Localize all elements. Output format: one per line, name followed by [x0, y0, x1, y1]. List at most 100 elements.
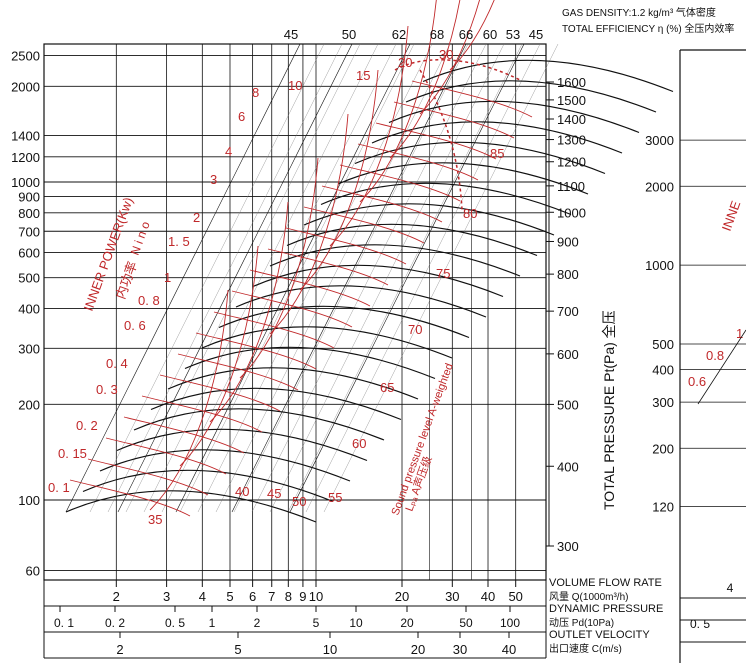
- power-curve: [87, 458, 209, 496]
- power-curve: [393, 101, 515, 139]
- power-curve: [123, 416, 245, 454]
- pressure-flow-curve: [337, 162, 589, 195]
- diagonal-fine-line: [323, 43, 559, 513]
- pressure-flow-curve: [269, 244, 521, 277]
- sound-level-curve: [209, 201, 289, 423]
- pressure-flow-curve: [422, 59, 674, 93]
- flow-tick-label: 9: [299, 589, 306, 604]
- velocity-axis-label: OUTLET VELOCITY: [549, 629, 650, 641]
- right-chart-flow-tick: 4: [727, 581, 734, 595]
- pressure-flow-curve: [65, 490, 317, 523]
- power-curve: [159, 374, 281, 412]
- flow-tick-label: 7: [268, 589, 275, 604]
- power-label: 1. 5: [168, 234, 190, 249]
- flow-axis-label-cn: 风量 Q(1000m³/h): [549, 591, 628, 603]
- right-axis-tick-label: 1100: [557, 179, 585, 194]
- sound-level-curve: [239, 157, 319, 379]
- efficiency-top-label: 66: [459, 27, 473, 42]
- efficiency-envelope: [419, 69, 463, 211]
- flow-tick-label: 40: [481, 589, 495, 604]
- power-label: 0. 2: [76, 418, 98, 433]
- pressure-tick-label: 1200: [11, 150, 40, 165]
- sound-level-label: 70: [408, 322, 422, 337]
- right-axis-tick-label: 1500: [557, 93, 586, 108]
- pressure-flow-curve: [320, 182, 572, 216]
- pressure-tick-label: 60: [26, 564, 40, 579]
- dyn-tick-label: 10: [349, 616, 363, 630]
- sound-level-label: 50: [292, 494, 306, 509]
- power-label: 0. 6: [124, 318, 146, 333]
- right-axis-tick-label: 300: [557, 539, 579, 554]
- efficiency-top-label: 60: [483, 27, 497, 42]
- pressure-tick-label: 200: [18, 397, 40, 412]
- sound-level-curve: [359, 0, 437, 203]
- efficiency-envelope: [394, 59, 521, 81]
- sound-level-label: 75: [436, 266, 450, 281]
- right-chart-tick-label: 1000: [645, 258, 674, 273]
- power-curve: [339, 164, 461, 202]
- pressure-flow-curve: [388, 100, 640, 134]
- sound-level-curve: [269, 113, 349, 335]
- sound-level-label: 35: [148, 512, 162, 527]
- chart-labels: 6010020030040050060070080090010001200140…: [11, 6, 734, 657]
- flow-tick-label: 2: [113, 589, 120, 604]
- total-pressure-axis-label: TOTAL PRESSURE Pt(Pa) 全压: [601, 310, 617, 510]
- right-chart-tick-label: 500: [652, 337, 674, 352]
- power-label: 6: [238, 109, 245, 124]
- right-chart-tick-label: 120: [652, 499, 674, 514]
- power-label: 0. 8: [138, 293, 160, 308]
- right-chart-power-label: 0.6: [688, 374, 706, 389]
- pressure-flow-curve: [82, 469, 334, 503]
- gas-density-label: GAS DENSITY:1.2 kg/m³ 气体密度: [562, 6, 716, 19]
- pressure-tick-label: 100: [18, 493, 40, 508]
- power-curve: [177, 353, 299, 391]
- pressure-tick-label: 400: [18, 302, 40, 317]
- dyn-tick-label: 0. 2: [105, 616, 125, 630]
- dyn-axis-label: DYNAMIC PRESSURE: [549, 603, 663, 615]
- dyn-tick-label: 20: [400, 616, 414, 630]
- sound-level-label: 85: [490, 146, 504, 161]
- performance-curves: [65, 0, 674, 523]
- sound-axis-label: Sound pressure level A-weighted: [390, 362, 456, 517]
- pressure-flow-curve: [116, 428, 368, 462]
- power-label: 2: [193, 210, 200, 225]
- right-axis-tick-label: 1400: [557, 112, 586, 127]
- pressure-tick-label: 2000: [11, 79, 40, 94]
- pressure-flow-curve: [354, 141, 606, 175]
- right-chart-power-label: 0.8: [706, 348, 724, 363]
- right-chart-tick-label: 200: [652, 441, 674, 456]
- diagonal-fine-line: [143, 43, 379, 513]
- velocity-tick-label: 40: [502, 642, 516, 657]
- diagonal-guideline: [175, 43, 411, 513]
- right-chart-power-axis-label: INNE: [719, 198, 744, 233]
- sound-level-label: 65: [380, 380, 394, 395]
- right-chart-tick-label: 400: [652, 362, 674, 377]
- power-label: 0. 15: [58, 446, 87, 461]
- pressure-flow-curve: [371, 121, 623, 154]
- nno-label: N i n o: [128, 219, 153, 257]
- right-chart: 120 200 300 400 500 1000 2000 3000 4 0. 5 0.60.8 1 I…: [645, 49, 746, 663]
- power-label: 3: [210, 172, 217, 187]
- efficiency-top-label: 45: [529, 27, 543, 42]
- power-curve: [357, 143, 479, 181]
- right-chart-tick-label: 2000: [645, 179, 674, 194]
- pressure-tick-label: 300: [18, 341, 40, 356]
- pressure-flow-curve: [218, 305, 470, 339]
- velocity-tick-label: 20: [411, 642, 425, 657]
- diagonal-fine-line: [161, 43, 397, 513]
- pressure-flow-curve: [99, 449, 351, 482]
- pressure-flow-curve: [133, 408, 385, 441]
- right-axis-tick-label: 500: [557, 397, 579, 412]
- right-chart-diagonal: [697, 329, 746, 405]
- power-curve: [285, 227, 407, 265]
- sound-level-curve: [149, 289, 229, 511]
- diagonal-fine-line: [215, 43, 451, 513]
- power-curve: [411, 80, 533, 118]
- dyn-axis-label-cn: 动压 Pd(10Pa): [549, 617, 614, 629]
- sound-level-curve: [179, 245, 259, 467]
- flow-tick-label: 8: [285, 589, 292, 604]
- diagonal-fine-line: [107, 43, 343, 513]
- power-label: 0. 1: [48, 480, 70, 495]
- sound-level-label: 40: [235, 484, 249, 499]
